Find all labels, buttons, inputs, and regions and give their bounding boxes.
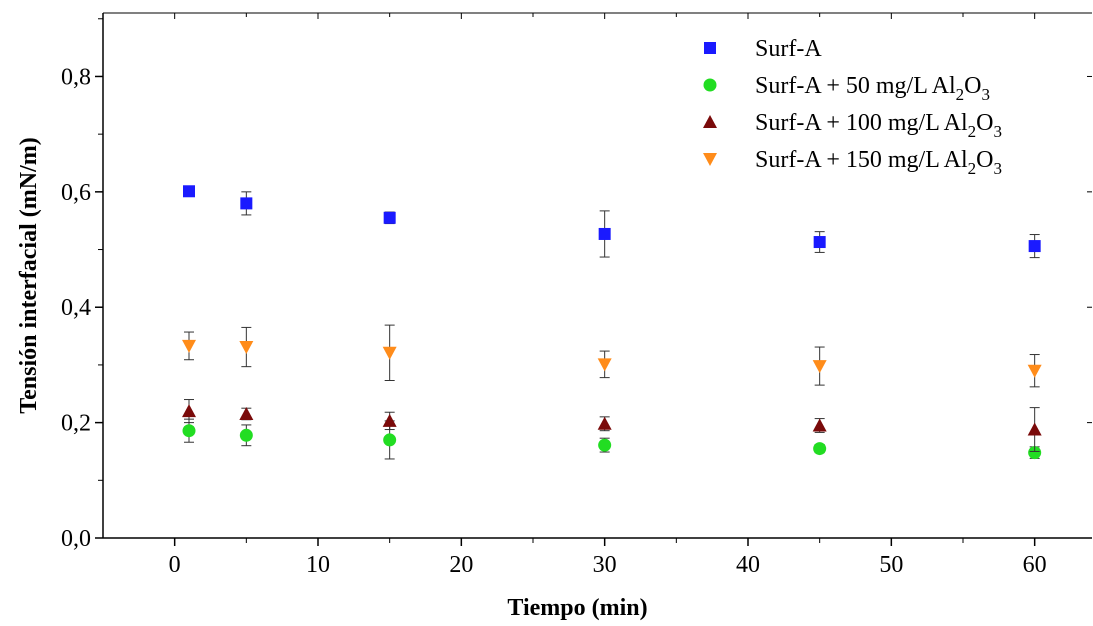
legend-label: Surf-A + 150 mg/L Al2O3 bbox=[755, 147, 1002, 178]
data-point bbox=[383, 211, 396, 224]
x-tick-label: 50 bbox=[879, 552, 903, 578]
x-tick-label: 40 bbox=[736, 552, 760, 578]
x-tick-label: 10 bbox=[306, 552, 330, 578]
series-1 bbox=[183, 185, 1041, 259]
legend-label-sub2: 3 bbox=[994, 122, 1003, 141]
legend-label-main: Surf-A + 150 mg/L Al bbox=[755, 147, 968, 173]
legend-marker bbox=[703, 115, 717, 128]
legend-marker bbox=[704, 42, 716, 54]
data-point bbox=[383, 433, 397, 447]
y-axis-title: Tensión interfacial (mN/m) bbox=[16, 137, 42, 413]
data-point bbox=[239, 406, 254, 420]
legend-label-sub2: 3 bbox=[994, 159, 1003, 178]
x-tick-label: 20 bbox=[449, 552, 473, 578]
y-tick-label: 0,6 bbox=[61, 180, 91, 206]
x-tick-label: 30 bbox=[593, 552, 617, 578]
data-point bbox=[239, 428, 253, 442]
data-point bbox=[597, 416, 612, 430]
x-axis-title: Tiempo (min) bbox=[507, 595, 647, 621]
data-point bbox=[240, 197, 253, 210]
series-4 bbox=[182, 324, 1042, 388]
x-tick-label: 0 bbox=[169, 552, 181, 578]
data-point bbox=[182, 339, 196, 353]
x-axis: 0 10 20 30 40 50 60 bbox=[169, 13, 1047, 578]
data-point bbox=[597, 358, 612, 372]
y-tick-label: 0,2 bbox=[61, 411, 91, 437]
legend-label-sub: 2 bbox=[968, 159, 977, 178]
legend-label-sub2: 3 bbox=[982, 85, 991, 104]
legend-marker bbox=[703, 153, 717, 166]
data-point bbox=[1027, 422, 1042, 436]
legend-label-tail: O bbox=[976, 110, 993, 136]
data-point bbox=[1028, 240, 1041, 253]
legend-label-tail: O bbox=[976, 147, 993, 173]
data-point bbox=[382, 413, 397, 427]
series-2 bbox=[182, 418, 1042, 460]
legend-marker bbox=[703, 78, 717, 92]
legend-label-tail: O bbox=[964, 73, 981, 99]
data-point bbox=[813, 442, 827, 456]
legend-label-sub: 2 bbox=[956, 85, 965, 104]
legend-label: Surf-A bbox=[755, 36, 822, 62]
x-tick-label: 60 bbox=[1023, 552, 1047, 578]
legend-label: Surf-A + 100 mg/L Al2O3 bbox=[755, 110, 1002, 141]
data-point bbox=[183, 185, 195, 198]
data-point bbox=[813, 236, 826, 249]
series-3 bbox=[182, 399, 1042, 452]
y-axis: 0,0 0,2 0,4 0,6 0,8 bbox=[61, 18, 1092, 552]
data-point bbox=[1028, 446, 1042, 460]
data-point bbox=[1027, 364, 1042, 378]
legend-label-sub: 2 bbox=[968, 122, 977, 141]
data-point bbox=[182, 404, 196, 418]
legend-label-main: Surf-A + 50 mg/L Al bbox=[755, 73, 956, 99]
legend-label: Surf-A + 50 mg/L Al2O3 bbox=[755, 73, 990, 104]
legend-label-main: Surf-A bbox=[755, 36, 822, 62]
data-point bbox=[812, 418, 827, 432]
data-point bbox=[182, 424, 196, 438]
data-point bbox=[382, 346, 397, 360]
data-point bbox=[598, 227, 611, 240]
series-layer bbox=[182, 185, 1042, 460]
data-point bbox=[598, 438, 612, 452]
legend-label-main: Surf-A + 100 mg/L Al bbox=[755, 110, 968, 136]
y-tick-label: 0,0 bbox=[61, 526, 91, 552]
data-point bbox=[812, 360, 827, 374]
data-point bbox=[239, 341, 254, 355]
plot-frame bbox=[102, 12, 1092, 539]
y-tick-label: 0,8 bbox=[61, 64, 91, 90]
y-tick-label: 0,4 bbox=[61, 295, 91, 321]
